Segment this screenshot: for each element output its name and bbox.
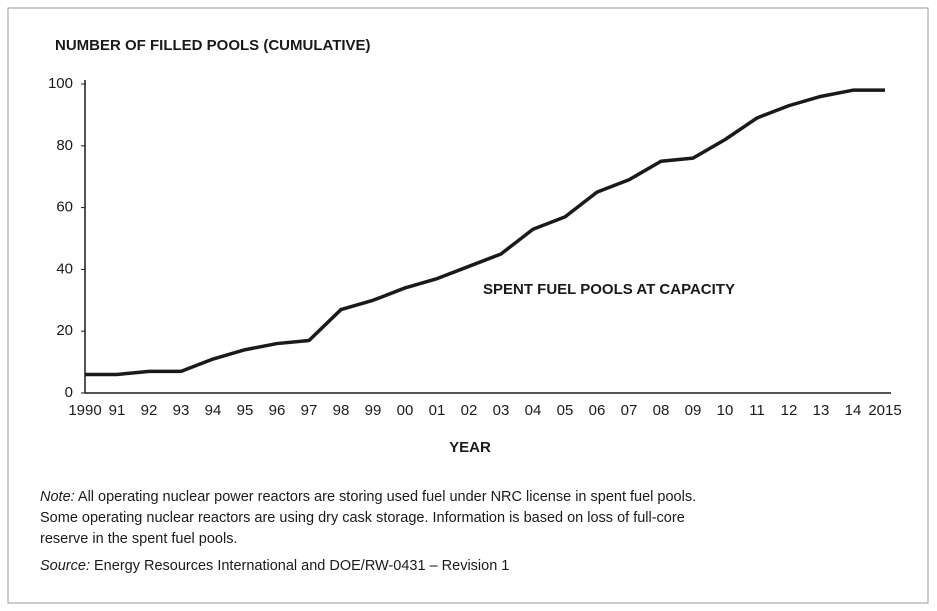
frame bbox=[7, 7, 929, 604]
chart-title: NUMBER OF FILLED POOLS (CUMULATIVE) bbox=[55, 37, 371, 54]
x-tick-label: 12 bbox=[781, 402, 798, 419]
x-tick-label: 05 bbox=[557, 402, 574, 419]
line bbox=[85, 88, 885, 377]
x-tick-label: 1990 bbox=[68, 402, 101, 419]
x-tick-label: 91 bbox=[109, 402, 126, 419]
note-line: All operating nuclear power reactors are… bbox=[78, 489, 696, 505]
annotation: SPENT FUEL POOLS AT CAPACITY bbox=[483, 281, 735, 298]
x-tick-label: 08 bbox=[653, 402, 670, 419]
x-tick-label: 98 bbox=[333, 402, 350, 419]
y-tick-label: 80 bbox=[56, 137, 73, 154]
note-line: Some operating nuclear reactors are usin… bbox=[40, 510, 685, 526]
x-tick-label: 01 bbox=[429, 402, 446, 419]
x-tick-label: 13 bbox=[813, 402, 830, 419]
x-tick-label: 95 bbox=[237, 402, 254, 419]
source-label: Source: bbox=[40, 558, 90, 574]
x-tick-label: 93 bbox=[173, 402, 190, 419]
x-tick-label: 99 bbox=[365, 402, 382, 419]
x-tick-label: 03 bbox=[493, 402, 510, 419]
note-line: reserve in the spent fuel pools. bbox=[40, 531, 237, 547]
x-tick-label: 92 bbox=[141, 402, 158, 419]
x-tick-label: 14 bbox=[845, 402, 862, 419]
source: Source: Energy Resources International a… bbox=[40, 558, 509, 574]
x-tick-label: 09 bbox=[685, 402, 702, 419]
note-label: Note: bbox=[40, 489, 75, 505]
note: Note: All operating nuclear power reacto… bbox=[40, 489, 696, 505]
y-tick-label: 20 bbox=[56, 322, 73, 339]
y-tick-label: 0 bbox=[65, 384, 73, 401]
x-axis-label: YEAR bbox=[449, 439, 491, 456]
y-tick-label: 100 bbox=[48, 75, 73, 92]
x-tick-label: 2015 bbox=[868, 402, 901, 419]
x-tick-label: 06 bbox=[589, 402, 606, 419]
x-tick-label: 02 bbox=[461, 402, 478, 419]
x-tick-label: 04 bbox=[525, 402, 542, 419]
x-tick-label: 10 bbox=[717, 402, 734, 419]
x-tick-label: 07 bbox=[621, 402, 638, 419]
source-text: Energy Resources International and DOE/R… bbox=[94, 558, 509, 574]
x-tick-label: 11 bbox=[749, 402, 765, 419]
y-tick-label: 40 bbox=[56, 260, 73, 277]
x-tick-label: 94 bbox=[205, 402, 222, 419]
y-tick-label: 60 bbox=[56, 199, 73, 216]
x-tick-label: 00 bbox=[397, 402, 414, 419]
x-tick-label: 97 bbox=[301, 402, 318, 419]
x-tick-label: 96 bbox=[269, 402, 286, 419]
